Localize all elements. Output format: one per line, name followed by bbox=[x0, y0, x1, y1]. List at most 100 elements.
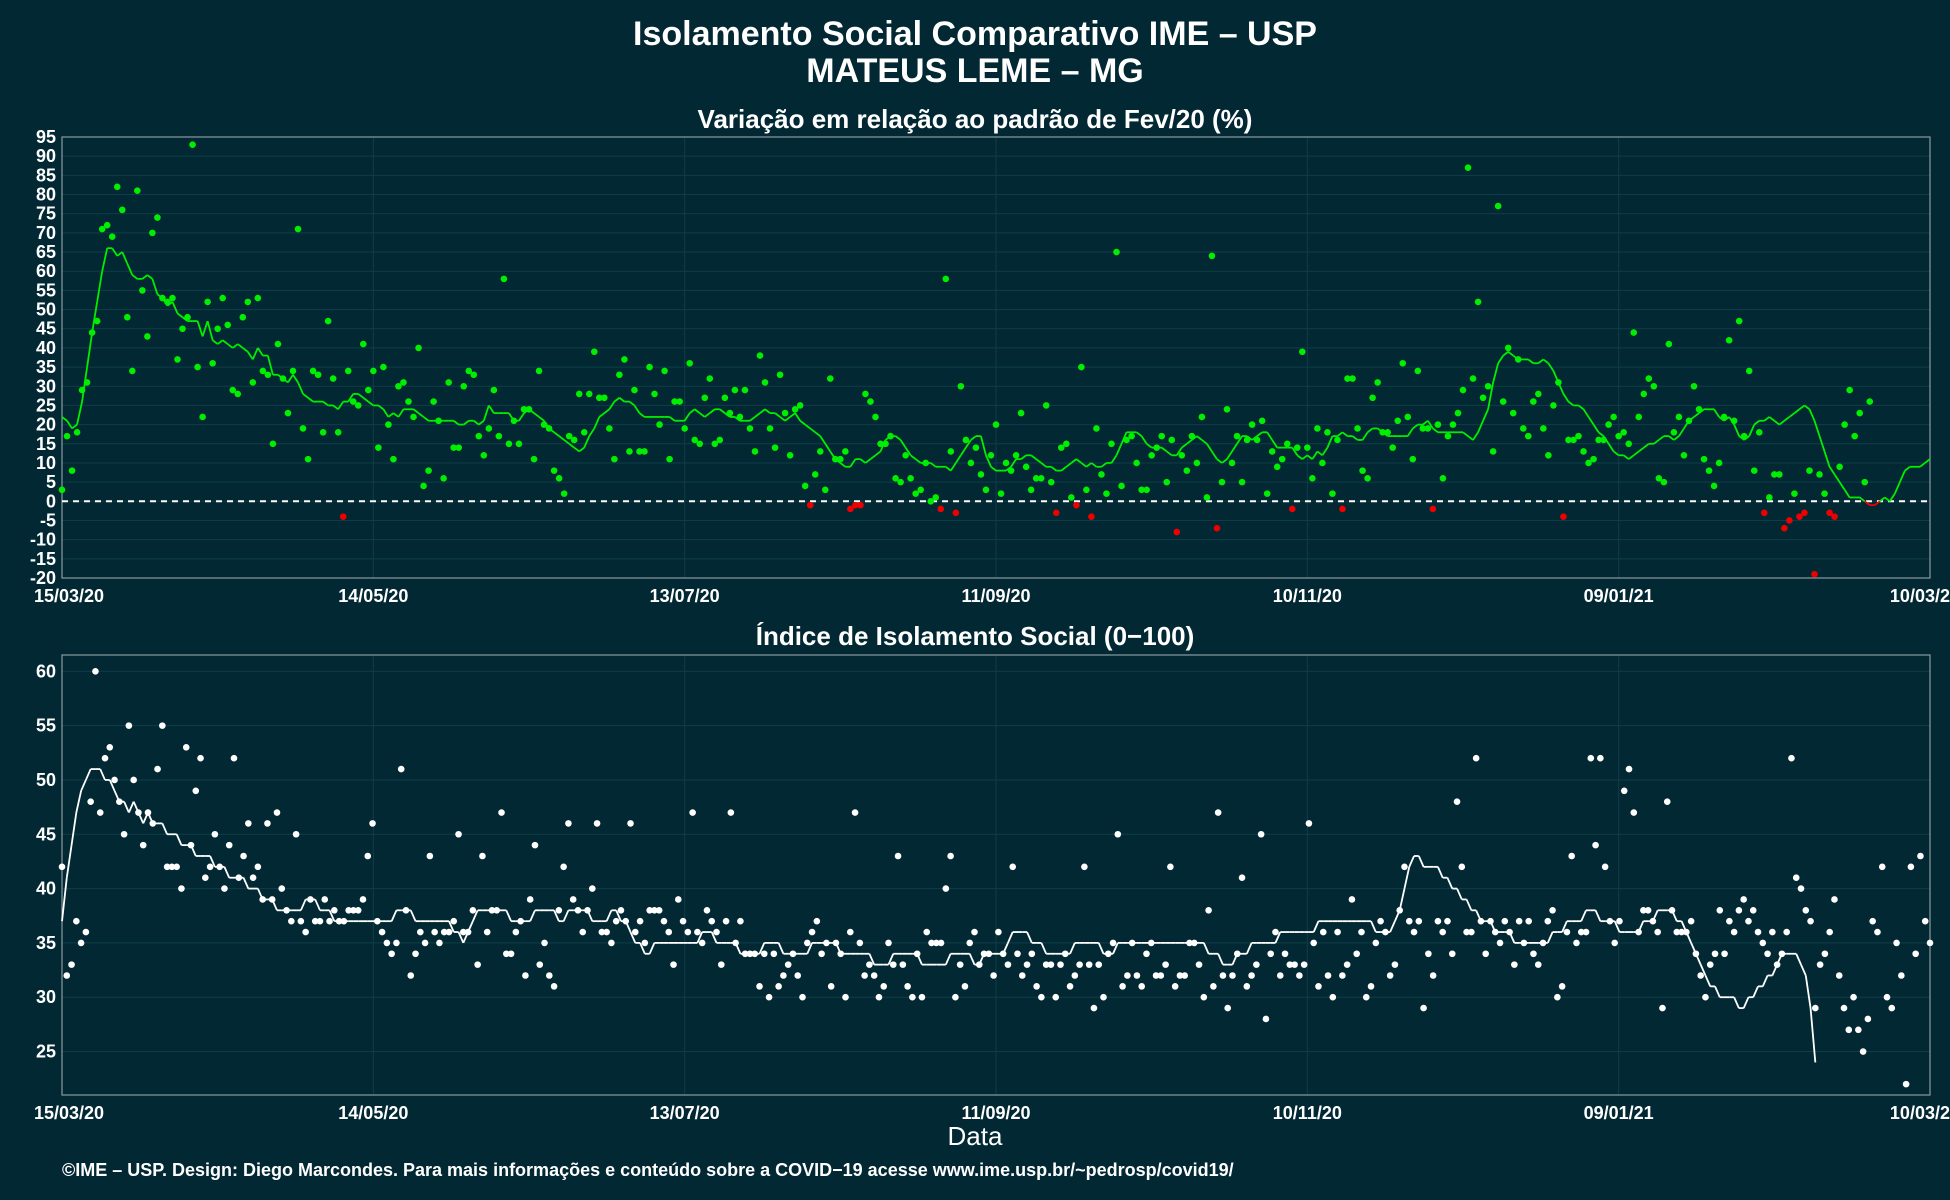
p0-point-73 bbox=[425, 467, 432, 474]
p0-trend-seg-106 bbox=[588, 427, 596, 437]
p0-point-154 bbox=[832, 455, 839, 463]
p1-point-28 bbox=[192, 787, 200, 795]
p1-point-185 bbox=[942, 885, 950, 892]
p1-point-371 bbox=[1831, 896, 1838, 903]
p0-trend-seg-8 bbox=[96, 271, 104, 303]
p0-point-290 bbox=[1514, 356, 1522, 363]
p0-trend-seg-228 bbox=[1201, 439, 1208, 445]
p0-point-241 bbox=[1268, 448, 1276, 455]
p1-point-245 bbox=[1229, 972, 1236, 979]
p0-point-339 bbox=[1760, 509, 1768, 517]
p1-point-381 bbox=[1878, 863, 1886, 871]
p0-point-301 bbox=[1570, 436, 1577, 444]
p0-point-30 bbox=[209, 359, 216, 367]
p1-point-66 bbox=[374, 917, 381, 925]
p1-point-241 bbox=[1210, 983, 1217, 990]
p0-trend-seg-190 bbox=[1010, 458, 1017, 468]
p1-point-302 bbox=[1501, 917, 1509, 925]
p0-point-88 bbox=[500, 275, 508, 283]
p0-point-260 bbox=[1364, 474, 1371, 482]
p1-point-229 bbox=[1152, 972, 1160, 979]
p1-point-27 bbox=[187, 841, 195, 849]
p0-point-317 bbox=[1650, 382, 1658, 390]
p0-trend-seg-141 bbox=[764, 408, 771, 414]
p0-point-170 bbox=[912, 490, 919, 497]
p0-point-113 bbox=[626, 448, 633, 455]
p0-trend-seg-365 bbox=[1889, 493, 1896, 502]
p0-point-18 bbox=[149, 229, 156, 237]
p0-point-157 bbox=[847, 505, 854, 513]
p0-trend-seg-251 bbox=[1316, 450, 1323, 457]
p0-point-286 bbox=[1494, 202, 1502, 210]
p1-point-106 bbox=[565, 820, 572, 827]
p1-point-2 bbox=[68, 961, 75, 968]
p1-point-120 bbox=[631, 928, 639, 936]
p0-point-287 bbox=[1499, 398, 1507, 405]
p1-point-16 bbox=[135, 809, 142, 816]
p0-point-22 bbox=[169, 294, 176, 302]
p1-trend-seg-104 bbox=[553, 909, 560, 922]
p0-trend-seg-92 bbox=[518, 412, 525, 422]
p0-point-226 bbox=[1193, 459, 1201, 467]
p1-trend-seg-282 bbox=[1403, 866, 1411, 889]
p1-point-312 bbox=[1549, 907, 1556, 914]
p0-point-347 bbox=[1801, 509, 1808, 517]
p1-point-58 bbox=[335, 917, 343, 925]
p0-trend-seg-46 bbox=[287, 374, 294, 383]
p0-trend-seg-153 bbox=[824, 443, 832, 452]
p1-point-378 bbox=[1864, 1015, 1872, 1023]
p0-trend-seg-340 bbox=[1763, 416, 1770, 422]
p0-trend-seg-33 bbox=[222, 339, 229, 345]
p0-point-189 bbox=[1007, 467, 1015, 474]
p0-trend-seg-163 bbox=[874, 450, 882, 457]
p1-point-210 bbox=[1061, 950, 1069, 958]
p1-point-303 bbox=[1506, 928, 1513, 936]
p0-trend-seg-283 bbox=[1477, 420, 1484, 433]
p0-point-7 bbox=[93, 317, 101, 325]
p1-point-100 bbox=[536, 961, 544, 968]
p0-trend-seg-103 bbox=[573, 446, 580, 453]
p0-point-158 bbox=[852, 501, 859, 509]
p0-point-309 bbox=[1610, 413, 1617, 421]
p0-trend-seg-252 bbox=[1321, 447, 1329, 456]
p0-trend-seg-319 bbox=[1658, 435, 1665, 441]
p0-trend-seg-146 bbox=[789, 412, 796, 418]
p1-point-61 bbox=[350, 907, 357, 914]
p0-trend-seg-288 bbox=[1502, 351, 1509, 357]
p0-trend-seg-338 bbox=[1753, 420, 1760, 426]
p0-point-55 bbox=[334, 428, 342, 436]
p1-point-228 bbox=[1147, 939, 1155, 947]
p0-point-279 bbox=[1459, 386, 1467, 394]
p0-trend-seg-255 bbox=[1336, 431, 1344, 437]
p0-point-247 bbox=[1299, 348, 1306, 356]
p1-point-385 bbox=[1898, 972, 1905, 979]
p1-xtick-2: 13/07/20 bbox=[650, 1103, 720, 1123]
p0-point-176 bbox=[942, 275, 950, 283]
p1-point-188 bbox=[956, 961, 964, 968]
p0-point-359 bbox=[1861, 478, 1869, 486]
p0-point-268 bbox=[1404, 413, 1412, 421]
p0-point-117 bbox=[646, 363, 653, 371]
p0-point-269 bbox=[1409, 455, 1417, 463]
p1-trend-seg-319 bbox=[1580, 909, 1587, 922]
p0-point-23 bbox=[174, 356, 181, 363]
p0-point-171 bbox=[917, 486, 924, 494]
p1-point-390 bbox=[1921, 917, 1929, 925]
p1-trend-seg-117 bbox=[615, 909, 622, 922]
p0-point-184 bbox=[982, 486, 990, 494]
p0-point-181 bbox=[967, 459, 975, 467]
p0-point-3 bbox=[73, 428, 81, 436]
p0-point-302 bbox=[1575, 432, 1582, 440]
p0-plot-frame bbox=[61, 136, 1931, 579]
p0-trend-seg-170 bbox=[910, 454, 917, 460]
p1-trend-seg-367 bbox=[1809, 1008, 1817, 1063]
p0-trend-seg-221 bbox=[1166, 450, 1173, 457]
p0-trend-seg-122 bbox=[669, 416, 676, 422]
p1-trend-seg-15 bbox=[128, 801, 135, 813]
p0-point-330 bbox=[1715, 459, 1723, 467]
p0-ytick-18: 70 bbox=[36, 223, 56, 243]
p0-point-80 bbox=[460, 382, 468, 390]
p1-point-216 bbox=[1090, 1004, 1098, 1012]
p1-point-223 bbox=[1124, 972, 1131, 979]
p0-point-201 bbox=[1068, 494, 1075, 501]
